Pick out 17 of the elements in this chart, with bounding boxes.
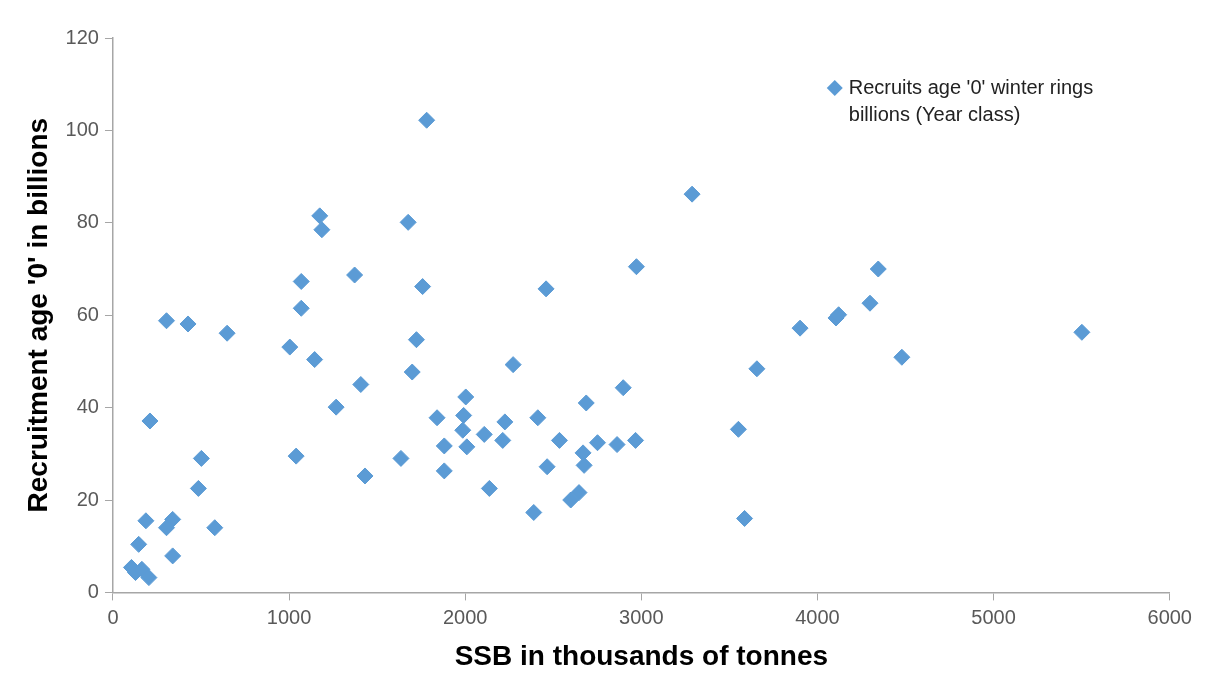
x-tick-label: 1000 [266,605,312,628]
x-tick-label: 4000 [795,605,840,628]
x-tick-label: 3000 [619,605,664,628]
y-tick-label: 20 [76,487,99,510]
y-tick-label: 60 [76,302,99,325]
y-axis-title: Recruitment age '0' in billions [21,117,53,513]
x-tick-label: 5000 [971,605,1016,628]
legend-label: Recruits age '0' winter rings billions (Year class) [848,75,1094,125]
y-tick-label: 0 [87,579,99,602]
y-tick-label: 80 [76,210,99,233]
y-tick-label: 40 [76,395,99,418]
x-axis-title: SSB in thousands of tonnes [454,639,829,671]
x-tick-label: 2000 [442,605,488,628]
x-tick-label: 0 [107,605,119,628]
y-tick-label: 100 [65,117,99,140]
x-tick-label: 6000 [1147,605,1192,628]
y-tick-label: 120 [65,25,99,48]
